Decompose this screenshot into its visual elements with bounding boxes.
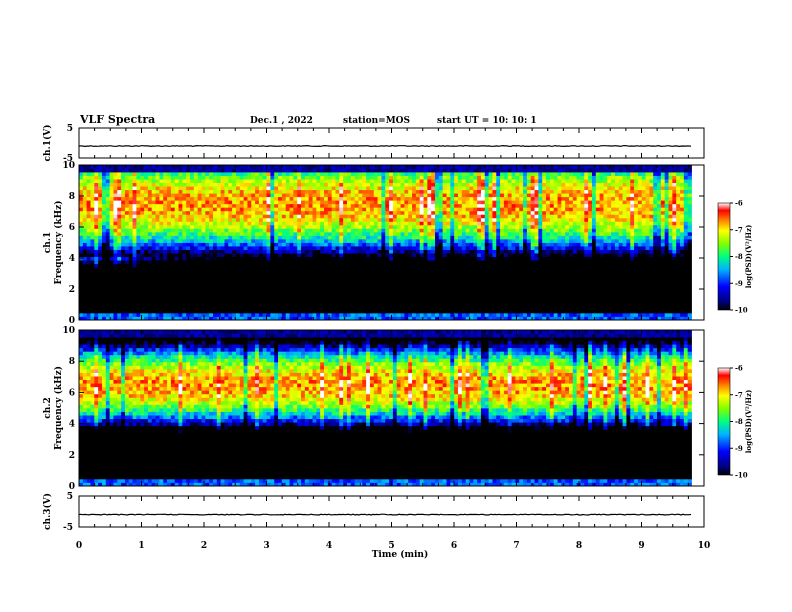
ch1-colorbar: -6 -7 -8 -9 -10 log(PSD)(V²/Hz) — [717, 199, 753, 315]
ch2-colorbar: -6 -7 -8 -9 -10 log(PSD)(V²/Hz) — [717, 364, 753, 480]
ch2-spectrogram-panel: 0 2 4 6 8 10 ch.2Frequency (kHz) — [43, 326, 705, 492]
time-tick-label: 10 — [698, 541, 711, 551]
colorbar-tick-label: -6 — [735, 364, 743, 373]
time-tick-label: 2 — [201, 541, 207, 551]
time-tick-label: 7 — [513, 541, 519, 551]
time-tick-label: 6 — [451, 541, 457, 551]
time-axis-label: Time (min) — [372, 549, 429, 560]
time-tick-label: 9 — [638, 541, 644, 551]
ch1-spectrogram-ytick-label: 10 — [62, 161, 75, 171]
ch2-spectrogram-ytick-label: 4 — [69, 420, 75, 430]
date-label: Dec.1 , 2022 — [250, 116, 313, 126]
colorbar-tick-label: -8 — [735, 252, 743, 261]
ch3-voltage-ytick-label: 5 — [67, 492, 73, 502]
colorbar-gradient — [717, 202, 731, 311]
time-tick-label: 1 — [138, 541, 144, 551]
time-axis: 0 1 2 3 4 5 6 7 8 9 10 — [76, 541, 710, 551]
ch2-spectrogram-ytick-label: 6 — [69, 388, 75, 398]
ch1-voltage-trace — [78, 144, 692, 148]
ch3-voltage-ytick-label: -5 — [63, 523, 73, 533]
ch1-spectrogram-ytick-label: 2 — [69, 285, 75, 295]
ch3-voltage-panel: 5 -5 ch.3(V) — [42, 492, 705, 533]
ch2-spectrogram-ytick-label: 10 — [62, 326, 75, 336]
ch2-spectrogram-ytick-label: 0 — [69, 482, 75, 492]
colorbar-tick-label: -7 — [735, 225, 743, 234]
ch1-voltage-ytick-label: -5 — [63, 154, 73, 164]
colorbar-tick-label: -10 — [735, 306, 748, 315]
ch2-spectrogram-image — [79, 330, 692, 487]
time-tick-label: 5 — [388, 541, 394, 551]
ch2-spectrogram-ylabel: ch.2Frequency (kHz) — [43, 366, 64, 450]
figure-title: VLF Spectra — [79, 113, 155, 126]
colorbar-tick-label: -10 — [735, 471, 748, 480]
colorbar-tick-label: -9 — [735, 279, 743, 288]
ch2-spectrogram-ytick-label: 2 — [69, 451, 75, 461]
time-tick-label: 0 — [76, 541, 82, 551]
time-tick-label: 3 — [263, 541, 269, 551]
ch1-spectrogram-ytick-label: 0 — [69, 316, 75, 326]
time-tick-label: 8 — [576, 541, 582, 551]
colorbar-label: log(PSD)(V²/Hz) — [744, 390, 753, 454]
colorbar-tick-label: -6 — [735, 199, 743, 208]
ch1-spectrogram-ytick-label: 8 — [69, 192, 75, 202]
station-label: station=MOS — [343, 116, 410, 126]
colorbar-gradient — [717, 367, 731, 476]
ch1-spectrogram-ylabel: ch.1Frequency (kHz) — [43, 200, 64, 284]
ch1-spectrogram-ytick-label: 6 — [69, 223, 75, 233]
time-tick-label: 4 — [326, 541, 332, 551]
colorbar-label: log(PSD)(V²/Hz) — [744, 225, 753, 289]
colorbar-tick-label: -7 — [735, 390, 743, 399]
ch1-spectrogram-ytick-label: 4 — [69, 254, 75, 264]
colorbar-tick-label: -8 — [735, 417, 743, 426]
ch1-voltage-ylabel: ch.1(V) — [42, 125, 53, 162]
ch3-voltage-trace — [78, 513, 692, 516]
colorbar-tick-label: -9 — [735, 444, 743, 453]
ch1-spectrogram-panel: 0 2 4 6 8 10 ch.1Frequency (kHz) — [43, 161, 705, 326]
ch1-spectrogram-image — [79, 165, 692, 321]
ch2-spectrogram-ytick-label: 8 — [69, 357, 75, 367]
ch1-voltage-ytick-label: 5 — [67, 124, 73, 134]
ch1-voltage-panel: 5 -5 ch.1(V) — [42, 124, 705, 164]
start-time-label: start UT = 10: 10: 1 — [437, 116, 537, 126]
ch3-voltage-ylabel: ch.3(V) — [42, 493, 53, 530]
